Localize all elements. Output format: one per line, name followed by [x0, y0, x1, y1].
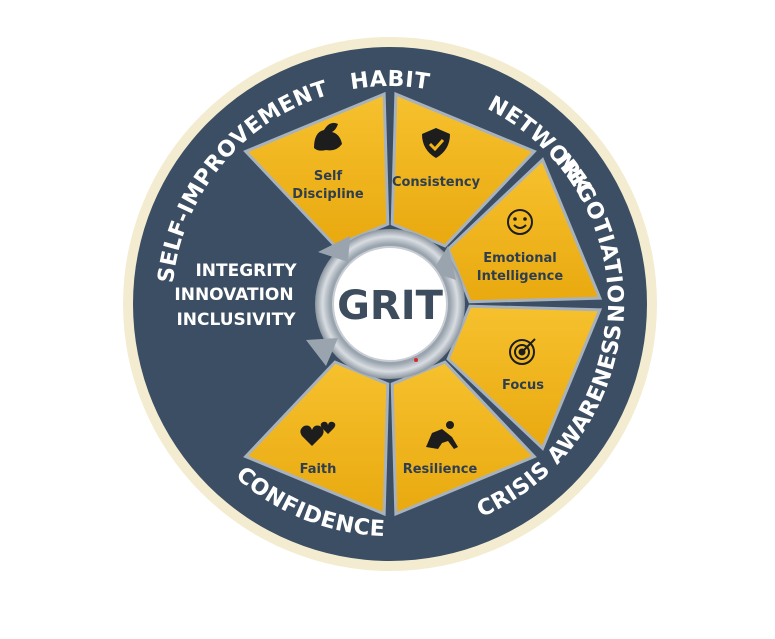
hub-arrow-head-left: [306, 338, 338, 366]
red-dot: [414, 358, 418, 362]
segment-label-line: Faith: [300, 462, 337, 477]
flexed-bicep-icon: [314, 122, 342, 151]
hub-center: [332, 246, 448, 362]
segment-label-6: Faith: [300, 462, 337, 477]
hearts-icon: [300, 421, 336, 446]
segment-label-1: Self Discipline: [292, 169, 364, 202]
hub-arrow-head-top: [318, 236, 350, 262]
segment-label-line: Consistency: [392, 175, 481, 190]
hub-label: GRIT: [337, 283, 444, 329]
runner-start-icon: [426, 421, 458, 449]
target-arrow-icon: [509, 338, 536, 365]
segment-1: [243, 91, 390, 248]
segment-5: [390, 360, 537, 517]
segment-label-line: Intelligence: [477, 269, 564, 284]
segment-label-line: Discipline: [292, 187, 364, 202]
segment-4: [446, 304, 603, 451]
segment-label-line: Emotional: [483, 251, 556, 266]
ring-label-habit: HABIT: [349, 67, 432, 95]
segment-label-line: Self: [314, 169, 343, 184]
segment-label-3: Emotional Intelligence: [477, 251, 564, 284]
segments-group: Self Discipline Consistency Emotional Intell…: [243, 91, 603, 517]
segment-label-line: Resilience: [403, 462, 478, 477]
value-inclusivity: INCLUSIVITY: [176, 310, 296, 330]
smiling-face-hearts-icon: [507, 209, 533, 235]
segment-label-4: Focus: [502, 378, 544, 393]
values-block: INTEGRITY INNOVATION INCLUSIVITY: [174, 261, 297, 330]
value-integrity: INTEGRITY: [195, 261, 297, 281]
hub: GRIT: [306, 229, 465, 379]
segment-3: [446, 157, 603, 304]
segment-label-line: Focus: [502, 378, 544, 393]
segment-label-2: Consistency: [392, 175, 481, 190]
value-innovation: INNOVATION: [174, 285, 293, 305]
segment-label-5: Resilience: [403, 462, 478, 477]
shield-check-icon: [422, 128, 450, 158]
